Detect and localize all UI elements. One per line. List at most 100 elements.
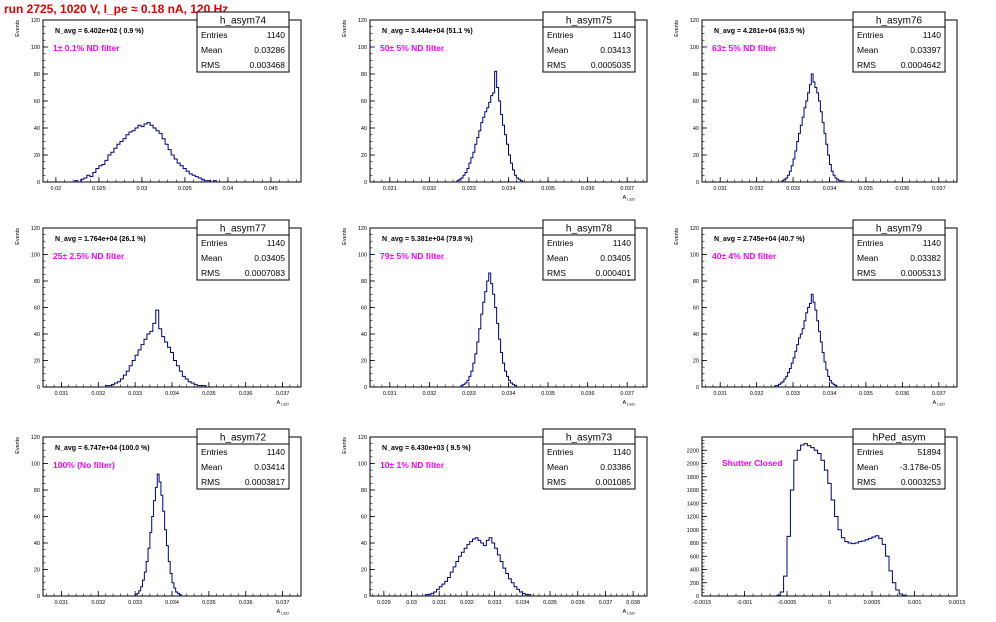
y-tick-label: 0 [37, 180, 40, 186]
histogram-line [74, 122, 217, 183]
stats-value: 0.03382 [910, 253, 941, 263]
stats-value: 0.0004642 [901, 60, 941, 70]
histogram-line [776, 443, 907, 596]
y-tick-label: 120 [31, 18, 40, 24]
stats-title: hPed_asym [873, 433, 926, 444]
navg-label: N_avg = 6.430e+03 ( 9.5 %) [382, 445, 471, 452]
histogram-line [781, 73, 843, 182]
stats-title: h_asym72 [220, 433, 267, 444]
y-tick-label: 60 [34, 99, 40, 105]
stats-value: 0.03286 [254, 45, 285, 55]
y-axis-title: Events [15, 20, 21, 37]
y-axis-title: Events [342, 228, 348, 245]
navg-label: N_avg = 2.745e+04 (40.7 %) [714, 236, 805, 243]
x-tick-label: 0.0005 [864, 600, 881, 606]
stats-box: h_asym72 Entries 1140 Mean 0.03414 RMS 0.00038… [196, 428, 290, 490]
histogram-line [460, 272, 517, 387]
x-tick-label: 0.037 [932, 391, 946, 397]
stats-value: 0.03405 [600, 253, 631, 263]
x-tick-label: 0.032 [91, 600, 105, 606]
stats-value: 0.000401 [596, 268, 632, 278]
filter-label: 10± 1% ND filter [380, 460, 445, 470]
histogram-panel-hPed_asym: 0 200 400 600 800 1000 1200 1400 1600 1800 2000 220… [687, 428, 965, 606]
stats-label: Mean [201, 45, 223, 55]
y-axis-title: Events [674, 228, 680, 245]
stats-title: h_asym78 [566, 224, 613, 235]
x-tick-label: -0.001 [737, 600, 753, 606]
navg-label: N_avg = 3.444e+04 (51.1 %) [382, 28, 473, 35]
filter-label: 1± 0.1% ND filter [53, 43, 120, 53]
y-tick-label: 40 [34, 332, 40, 338]
y-tick-label: 40 [361, 126, 367, 132]
y-tick-label: 600 [690, 554, 699, 560]
x-tick-label: 0.031 [383, 391, 397, 397]
y-tick-label: 60 [693, 99, 699, 105]
y-tick-label: 40 [361, 541, 367, 547]
stats-title: h_asym75 [566, 16, 613, 27]
x-axis-title: ALED [933, 400, 946, 407]
stats-label: Entries [857, 30, 883, 40]
y-tick-label: 40 [693, 332, 699, 338]
stats-value: 0.0007083 [245, 268, 285, 278]
stats-box: hPed_asym Entries 51894 Mean -3.178e-05 RMS 0.… [852, 428, 946, 490]
x-axis-title: ALED [277, 400, 290, 407]
histogram-line [105, 309, 207, 387]
stats-box-frame [196, 428, 290, 490]
x-tick-label: 0.035 [178, 186, 192, 192]
stats-value: 1140 [613, 238, 632, 248]
x-tick-label: -0.0005 [778, 600, 797, 606]
stats-label: Mean [857, 45, 879, 55]
y-tick-label: 20 [361, 153, 367, 159]
stats-box-frame [852, 428, 946, 490]
y-tick-label: 1400 [687, 501, 699, 507]
stats-value: 0.03405 [254, 253, 285, 263]
x-tick-label: 0.037 [620, 391, 634, 397]
x-tick-label: 0.02 [51, 186, 62, 192]
x-tick-label: 0.032 [422, 186, 436, 192]
navg-label: N_avg = 5.381e+04 (79.8 %) [382, 236, 473, 243]
x-tick-label: 0.001 [908, 600, 922, 606]
y-tick-label: 100 [690, 253, 699, 259]
stats-value: 51894 [917, 447, 941, 457]
x-tick-label: 0.045 [264, 186, 278, 192]
histogram-line [456, 70, 523, 182]
x-tick-label: 0.033 [462, 186, 476, 192]
filter-label: Shutter Closed [722, 458, 782, 468]
histogram-panel-h_asym72: 0 20 40 60 80 100 120 0.031 0.032 0.033 0.034 0.035… [15, 428, 302, 616]
x-tick-label: 0.035 [202, 391, 216, 397]
stats-value: 0.0003253 [901, 477, 941, 487]
y-tick-label: 40 [361, 332, 367, 338]
y-tick-label: 1000 [687, 528, 699, 534]
stats-label: RMS [547, 60, 566, 70]
y-tick-label: 120 [31, 435, 40, 441]
x-axis-title: ALED [277, 609, 290, 616]
stats-box-frame [542, 219, 636, 281]
y-tick-label: 60 [361, 515, 367, 521]
stats-label: Entries [857, 447, 883, 457]
y-tick-label: 0 [696, 385, 699, 391]
stats-box-frame [196, 219, 290, 281]
stats-label: RMS [547, 477, 566, 487]
filter-label: 40± 4% ND filter [712, 251, 777, 261]
x-tick-label: 0.04 [223, 186, 234, 192]
y-tick-label: 0 [37, 385, 40, 391]
y-axis-title: Events [342, 20, 348, 37]
y-tick-label: 20 [34, 153, 40, 159]
stats-label: Entries [201, 238, 227, 248]
y-axis-title: Events [15, 437, 21, 454]
x-tick-label: 0.033 [786, 186, 800, 192]
stats-title: h_asym77 [220, 224, 267, 235]
stats-box-frame [852, 11, 946, 73]
y-tick-label: 60 [361, 99, 367, 105]
navg-label: N_avg = 6.747e+04 (100.0 %) [55, 445, 150, 452]
stats-title: h_asym76 [876, 16, 923, 27]
stats-value: 0.0003817 [245, 477, 285, 487]
stats-label: Entries [547, 30, 573, 40]
x-tick-label: 0.037 [276, 600, 290, 606]
stats-label: Entries [857, 238, 883, 248]
x-tick-label: 0.033 [128, 391, 142, 397]
y-tick-label: 100 [31, 462, 40, 468]
stats-value: 0.03386 [600, 462, 631, 472]
x-tick-label: 0.031 [432, 600, 446, 606]
